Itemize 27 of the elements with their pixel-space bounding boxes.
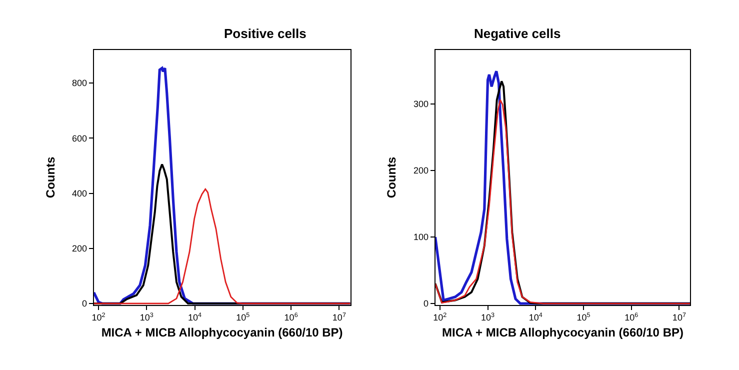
x-tick-label: 10$^{3}$ bbox=[140, 312, 154, 323]
x-tick-label: 10$^{7}$ bbox=[332, 312, 346, 323]
x-tick-label: 10$^{2}$ bbox=[92, 312, 106, 323]
chart-title: Negative cells bbox=[474, 26, 561, 41]
y-tick-label: 0 bbox=[423, 298, 428, 309]
x-axis-title: MICA + MICB Allophycocyanin (660/10 BP) bbox=[442, 326, 684, 340]
x-tick-label: 10$^{5}$ bbox=[576, 312, 591, 323]
x-tick-label: 10$^{2}$ bbox=[433, 312, 448, 323]
x-tick-label: 10$^{5}$ bbox=[236, 312, 250, 323]
x-axis-title: MICA + MICB Allophycocyanin (660/10 BP) bbox=[101, 326, 343, 340]
x-tick-label: 10$^{6}$ bbox=[624, 312, 639, 323]
y-tick-label: 600 bbox=[72, 133, 88, 144]
y-tick-label: 200 bbox=[413, 166, 428, 176]
y-tick-label: 0 bbox=[82, 298, 88, 309]
y-tick-label: 800 bbox=[72, 78, 88, 88]
y-axis-title: Counts bbox=[43, 156, 58, 198]
x-tick-label: 10$^{4}$ bbox=[188, 312, 202, 323]
y-axis-title: Counts bbox=[384, 156, 399, 198]
chart-title: Positive cells bbox=[224, 26, 306, 41]
x-tick-label: 10$^{6}$ bbox=[284, 312, 298, 323]
x-tick-label: 10$^{3}$ bbox=[481, 312, 496, 323]
x-tick-label: 10$^{4}$ bbox=[528, 312, 543, 323]
x-tick-label: 10$^{7}$ bbox=[672, 312, 686, 323]
y-tick-label: 300 bbox=[413, 99, 428, 110]
y-tick-label: 100 bbox=[413, 232, 428, 242]
y-tick-label: 400 bbox=[72, 188, 88, 198]
y-tick-label: 200 bbox=[72, 244, 88, 254]
